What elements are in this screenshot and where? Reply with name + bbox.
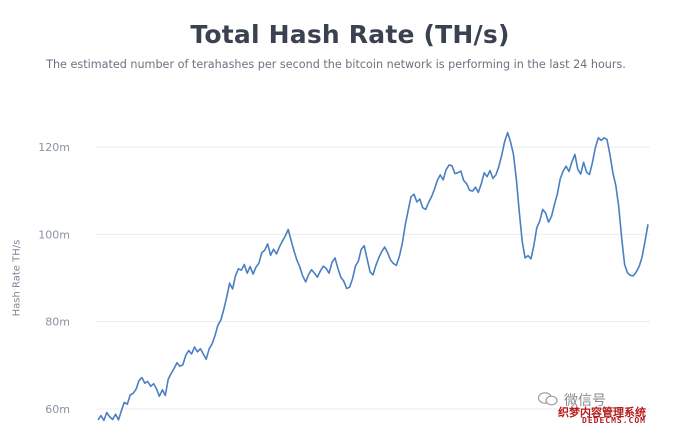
y-tick-labels: 60m 80m 100m 120m: [38, 141, 70, 416]
y-tick-label: 120m: [38, 141, 70, 154]
series-group: [97, 131, 649, 422]
chart-title: Total Hash Rate (TH/s): [190, 20, 510, 49]
wechat-icon: [538, 392, 558, 406]
watermark-site: DEDECMS.COM: [582, 416, 646, 425]
y-tick-label: 100m: [38, 228, 70, 241]
watermark-text: 微信号: [564, 393, 606, 409]
gridlines: [96, 146, 650, 410]
y-tick-label: 60m: [45, 403, 70, 416]
watermark: 微信号 织梦内容管理系统 DEDECMS.COM: [538, 390, 688, 425]
watermark-logo: 织梦内容管理系统: [558, 406, 646, 419]
y-tick-label: 80m: [45, 316, 70, 329]
series-line: [97, 131, 649, 422]
chart-subtitle: The estimated number of terahashes per s…: [46, 58, 626, 71]
